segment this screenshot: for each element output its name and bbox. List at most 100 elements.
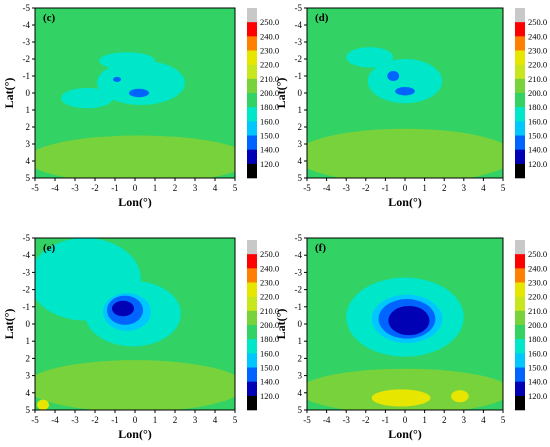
x-tick-label: 4 xyxy=(213,183,218,193)
x-tick-label: 3 xyxy=(462,415,467,425)
x-axis-label: Lon(°) xyxy=(388,195,421,209)
legend-label: 250.0 xyxy=(260,17,279,27)
x-tick-label: -4 xyxy=(323,183,331,193)
y-tick-label: 2 xyxy=(26,353,31,363)
legend-label: 160.0 xyxy=(260,116,279,126)
legend-label: 140.0 xyxy=(260,145,279,155)
legend-swatch xyxy=(247,50,257,65)
legend-swatch xyxy=(515,50,525,65)
x-tick-label: 4 xyxy=(213,415,218,425)
panel-2: (d)-5 -4 -3 -2 -1 0 1 2 3 4 5-5-4-3-2-1012345Lon(°… xyxy=(274,3,547,209)
y-tick-label: -3 xyxy=(295,37,303,47)
x-tick-label: -2 xyxy=(362,415,370,425)
y-tick-label: 0 xyxy=(298,88,303,98)
y-tick-label: -2 xyxy=(23,54,31,64)
legend-label: 120.0 xyxy=(528,159,547,169)
legend-swatch xyxy=(247,135,257,150)
heatmap-field xyxy=(307,8,503,178)
y-axis-label: Lat(°) xyxy=(2,78,16,109)
y-tick-label: 3 xyxy=(298,371,303,381)
y-tick-label: -4 xyxy=(295,20,303,30)
legend-swatch xyxy=(247,353,257,368)
x-tick-label: -3 xyxy=(71,183,79,193)
heatmap-region xyxy=(346,47,394,68)
legend-label: 230.0 xyxy=(528,278,547,288)
x-tick-label: 1 xyxy=(153,183,158,193)
x-tick-label: -1 xyxy=(382,415,390,425)
legend-label: 210.0 xyxy=(528,74,547,84)
heatmap-field xyxy=(35,8,235,178)
y-tick-label: -5 xyxy=(23,3,31,13)
x-axis-label: Lon(°) xyxy=(388,427,421,441)
y-tick-label: 5 xyxy=(26,405,31,415)
x-tick-label: -5 xyxy=(31,183,39,193)
y-tick-label: -5 xyxy=(295,3,303,13)
legend-swatch xyxy=(247,381,257,397)
legend-label: 230.0 xyxy=(528,46,547,56)
legend-swatch xyxy=(247,78,257,94)
legend-label: 250.0 xyxy=(260,249,279,259)
x-tick-label: -5 xyxy=(303,415,311,425)
legend-swatch xyxy=(247,8,257,23)
legend-swatch xyxy=(247,282,257,297)
legend-swatch xyxy=(247,254,257,269)
y-tick-label: -1 xyxy=(23,302,31,312)
panel-3: (e)-5 -4 -3 -2 -1 0 1 2 3 4 5-5-4-3-2-1012345Lon(°… xyxy=(2,233,279,441)
legend-label: 140.0 xyxy=(528,377,547,387)
y-tick-label: 4 xyxy=(298,388,303,398)
legend-label: 150.0 xyxy=(260,363,279,373)
legend-swatch xyxy=(247,121,257,136)
legend-label: 120.0 xyxy=(260,391,279,401)
legend-label: 150.0 xyxy=(528,363,547,373)
y-tick-label: 0 xyxy=(26,319,31,329)
legend-label: 230.0 xyxy=(260,46,279,56)
heatmap-region xyxy=(129,88,149,98)
x-tick-label: 0 xyxy=(403,183,408,193)
legend-swatch xyxy=(247,93,257,108)
legend-label: 220.0 xyxy=(528,60,547,70)
legend-label: 200.0 xyxy=(260,88,279,98)
heatmap-region xyxy=(388,305,430,336)
legend-swatch xyxy=(515,367,525,382)
y-axis-label: Lat(°) xyxy=(2,309,16,340)
legend-swatch xyxy=(247,310,257,326)
legend-label: 200.0 xyxy=(260,320,279,330)
legend-swatch xyxy=(247,36,257,51)
y-axis-label: Lat(°) xyxy=(274,309,288,340)
y-tick-label: 4 xyxy=(26,156,31,166)
x-tick-label: -2 xyxy=(362,183,370,193)
legend-swatch xyxy=(515,268,525,283)
legend-swatch xyxy=(247,339,257,354)
legend-label: 160.0 xyxy=(260,348,279,358)
legend-label: 240.0 xyxy=(528,263,547,273)
color-legend: 250.0 240.0 230.0 220.0 210.0 200.0 180.0 160.0… xyxy=(515,240,547,411)
legend-swatch xyxy=(515,282,525,297)
y-tick-label: 0 xyxy=(26,88,31,98)
x-tick-label: -3 xyxy=(71,415,79,425)
y-tick-label: 0 xyxy=(298,319,303,329)
legend-label: 240.0 xyxy=(260,31,279,41)
y-tick-label: 1 xyxy=(26,105,31,115)
legend-swatch xyxy=(515,78,525,94)
heatmap-region xyxy=(387,70,400,82)
panel-4: (f)-5 -4 -3 -2 -1 0 1 2 3 4 5-5-4-3-2-1012345Lon(°… xyxy=(274,233,547,441)
legend-swatch xyxy=(515,93,525,108)
legend-label: 210.0 xyxy=(260,74,279,84)
x-tick-label: -2 xyxy=(91,183,99,193)
panel-label: (d) xyxy=(315,12,329,24)
heatmap-region xyxy=(35,135,235,178)
x-tick-label: 5 xyxy=(233,183,238,193)
y-tick-label: -3 xyxy=(23,267,31,277)
legend-swatch xyxy=(515,240,525,255)
y-tick-label: 4 xyxy=(298,156,303,166)
legend-swatch xyxy=(515,353,525,368)
legend-label: 150.0 xyxy=(528,131,547,141)
heatmap-region xyxy=(37,399,49,410)
y-tick-label: -4 xyxy=(23,20,31,30)
legend-label: 180.0 xyxy=(260,102,279,112)
heatmap-field xyxy=(35,238,235,410)
x-tick-label: -5 xyxy=(303,183,311,193)
legend-swatch xyxy=(247,240,257,255)
